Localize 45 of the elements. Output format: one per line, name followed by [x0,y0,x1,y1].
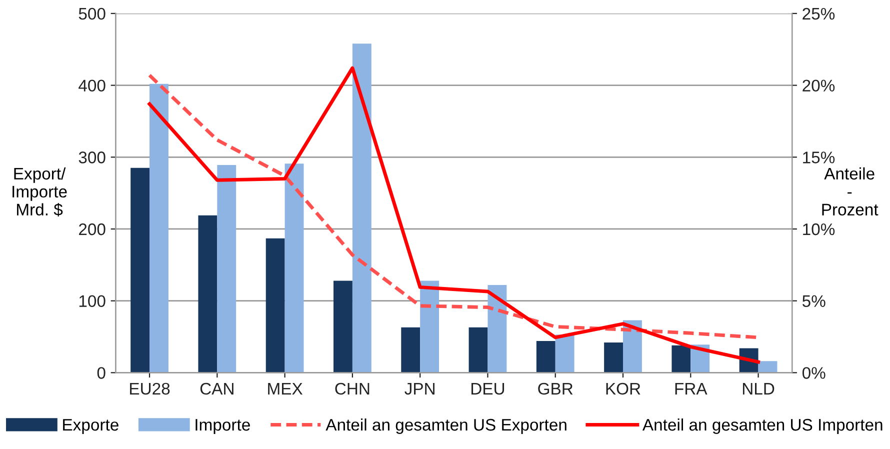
x-tick-label: DEU [471,383,504,395]
y2-axis-title: Anteile - Prozent [822,167,878,216]
x-tick-label: JPN [404,383,434,395]
legend-label: Anteil an gesamten US Importen [642,418,882,434]
x-tick-label: EU28 [130,382,170,395]
y-tick-label: 400 [78,80,106,92]
y2-tick-label: 15% [803,152,835,164]
bar [555,334,574,373]
y-tick-label: 500 [78,8,106,20]
bar [604,342,623,373]
bar [266,238,285,373]
y-tick-label: 200 [79,223,106,236]
bar [468,327,488,373]
bar [130,168,150,373]
bar [672,345,691,373]
x-tick-label: NLD [742,383,774,394]
x-tick-label: GBR [538,382,573,395]
bar [488,285,507,373]
y2-tick-label: 10% [803,223,835,236]
bar [758,361,778,373]
x-tick-label: FRA [675,383,708,394]
y-tick-label: 0 [97,367,106,379]
x-tick-label: CAN [200,382,234,395]
bar [420,280,440,373]
bar [217,165,236,373]
y-tick-label: 100 [79,295,106,308]
y2-tick-label: 25% [802,8,835,20]
bar [352,44,372,373]
bar [536,341,556,373]
x-tick-label: KOR [606,382,640,395]
bar [334,280,352,373]
legend-label: Importe [196,419,250,434]
x-tick-label: MEX [268,383,303,394]
bar [150,84,168,373]
y2-tick-label: 0% [802,367,826,379]
x-tick-label: CHN [335,382,370,395]
y-axis-title: Export/ Importe Mrd. $ [12,167,67,216]
y2-tick-label: 20% [802,80,835,92]
bar [284,164,304,373]
y-tick-label: 300 [78,152,106,164]
legend-label: Exporte [63,419,118,434]
bar [401,327,420,373]
y2-tick-label: 5% [802,295,826,308]
legend-label: Anteil an gesamten US Exporten [326,418,566,434]
bar [198,215,218,373]
